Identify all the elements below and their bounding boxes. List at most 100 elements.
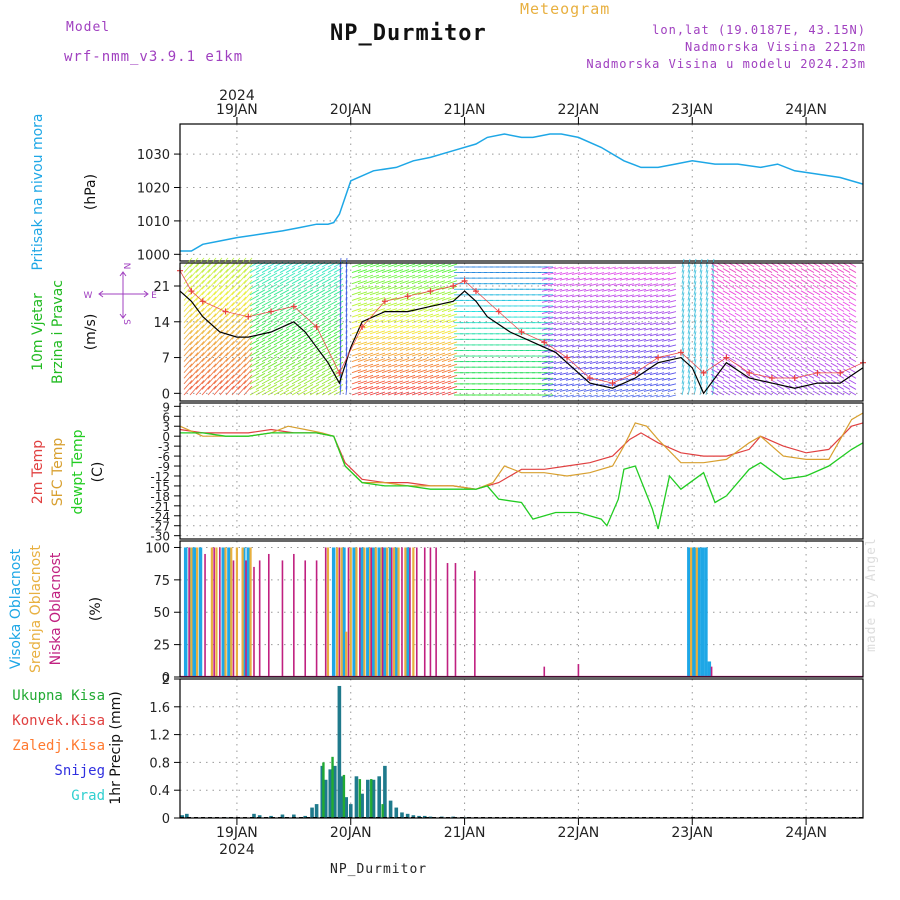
cloud-bar	[690, 547, 694, 677]
cloud-bar	[340, 547, 343, 677]
wind-gust-point	[450, 283, 457, 289]
cloud-bar	[324, 547, 327, 677]
cloud-bar	[241, 547, 246, 677]
cloud-bar	[704, 547, 708, 677]
wind-gust-point	[723, 354, 730, 361]
temperature-ytick-label: -3	[158, 440, 170, 454]
snow-precip-bar	[328, 769, 333, 818]
wind-gust-point	[495, 308, 502, 315]
temp-sfc-axis-label: SFC Temp	[50, 438, 66, 507]
snow-precip-bar	[383, 765, 387, 818]
page-title: NP_Durmitor	[330, 21, 487, 46]
snow-precip-bar	[292, 814, 296, 818]
cloud-bar	[695, 547, 698, 677]
temperature-ytick-label: -27	[150, 520, 170, 534]
total-precip-bar	[331, 756, 334, 818]
wind-gust-point	[586, 375, 593, 381]
precip-legend-item: Konvek.Kisa	[12, 713, 105, 729]
cloud-bar	[700, 547, 705, 677]
cloud-bar	[577, 664, 580, 677]
bottom-year-label: 2024	[219, 842, 255, 858]
snow-precip-bar	[257, 815, 262, 818]
model-name: wrf-nmm_v3.9.1 e1km	[64, 49, 244, 65]
cloud-bar	[415, 547, 418, 677]
pressure-ytick-label: 1010	[137, 215, 170, 230]
cloud-bar	[474, 570, 476, 677]
temperature-ytick-label: -9	[158, 460, 170, 474]
cloud-bar	[347, 547, 350, 677]
cloud-bar	[370, 547, 373, 677]
total-precip-bar	[370, 779, 373, 818]
top-date-label: 20JAN	[330, 102, 372, 118]
temperature-panel-frame	[179, 402, 864, 540]
top-date-label: 19JAN	[216, 102, 258, 118]
cloud-bar	[405, 547, 410, 677]
cloud-bar	[543, 666, 546, 677]
cloud-bar	[374, 547, 377, 677]
cloud-bar	[360, 547, 364, 677]
snow-precip-bar	[323, 779, 328, 818]
snow-precip-bar	[314, 804, 319, 818]
wind-gust-point	[268, 308, 275, 315]
cloud-bar	[253, 566, 255, 677]
cloud-bar	[446, 563, 449, 677]
precipitation-panel-frame	[179, 678, 864, 819]
wind-gust-point	[427, 288, 434, 295]
wind-gust-point	[791, 375, 798, 381]
temp-sfc-line	[179, 412, 864, 490]
cloud-unit-label: (%)	[88, 597, 104, 621]
pressure-line	[180, 133, 864, 252]
snow-precip-bar	[394, 807, 399, 818]
cloud-bar	[371, 547, 376, 677]
precipitation-ytick-label: 0	[162, 812, 170, 827]
snow-precip-bar	[337, 685, 342, 818]
bottom-date-label: 22JAN	[558, 825, 600, 841]
wind-axis-label: 10m Vjetar	[30, 293, 46, 371]
pressure-ytick-label: 1000	[137, 248, 170, 263]
cloud-bar	[190, 547, 193, 677]
bottom-date-label: 21JAN	[444, 825, 486, 841]
temperature-ytick-label: -24	[150, 510, 170, 524]
precip-unit-label: 1hr Precip (mm)	[108, 691, 124, 804]
snow-precip-bar	[360, 793, 364, 818]
compass-north-label: N	[121, 263, 131, 270]
pressure-ytick-label: 1030	[137, 148, 170, 163]
compass-west-label: W	[84, 291, 93, 301]
snow-precip-bar	[371, 779, 376, 818]
wind-gust-point	[290, 303, 297, 310]
temp-unit-label: (C)	[90, 462, 106, 483]
cloud-bar	[369, 547, 372, 677]
bottom-date-label: 24JAN	[785, 825, 827, 841]
total-precip-bar	[322, 762, 325, 818]
cloud-bar	[241, 547, 244, 677]
wind-gust-point	[404, 293, 411, 300]
cloud-bar	[219, 547, 221, 677]
cloud-ytick-label: 100	[145, 541, 170, 556]
temperature-ytick-label: -21	[150, 500, 170, 514]
snow-precip-bar	[354, 776, 359, 818]
snow-precip-bar	[422, 815, 427, 818]
snow-precip-bar	[344, 797, 348, 818]
precip-legend-item: Ukupna Kisa	[12, 688, 105, 704]
cloud-bar	[697, 547, 701, 677]
cloud-bar	[349, 547, 352, 677]
total-precip-bar	[342, 774, 346, 818]
snow-precip-bar	[377, 776, 382, 818]
precip-legend-item: Zaledj.Kisa	[12, 738, 105, 754]
cloud-bar	[409, 547, 411, 677]
snow-precip-bar	[185, 813, 189, 818]
cloud-bar	[690, 547, 693, 677]
wind-gust-point	[564, 354, 571, 361]
wind-gust-point	[222, 308, 229, 315]
cloud-bar	[326, 547, 330, 677]
cloud-bar	[293, 553, 295, 677]
cloud-bar	[198, 547, 203, 677]
cloud-bar	[429, 547, 432, 677]
cloud-bar	[215, 547, 218, 677]
cloud-bar	[193, 547, 197, 677]
temperature-ytick-label: 0	[162, 430, 170, 444]
temperature-ytick-label: 3	[162, 420, 170, 434]
snow-precip-bar	[428, 816, 433, 818]
total-precip-bar	[358, 779, 362, 818]
